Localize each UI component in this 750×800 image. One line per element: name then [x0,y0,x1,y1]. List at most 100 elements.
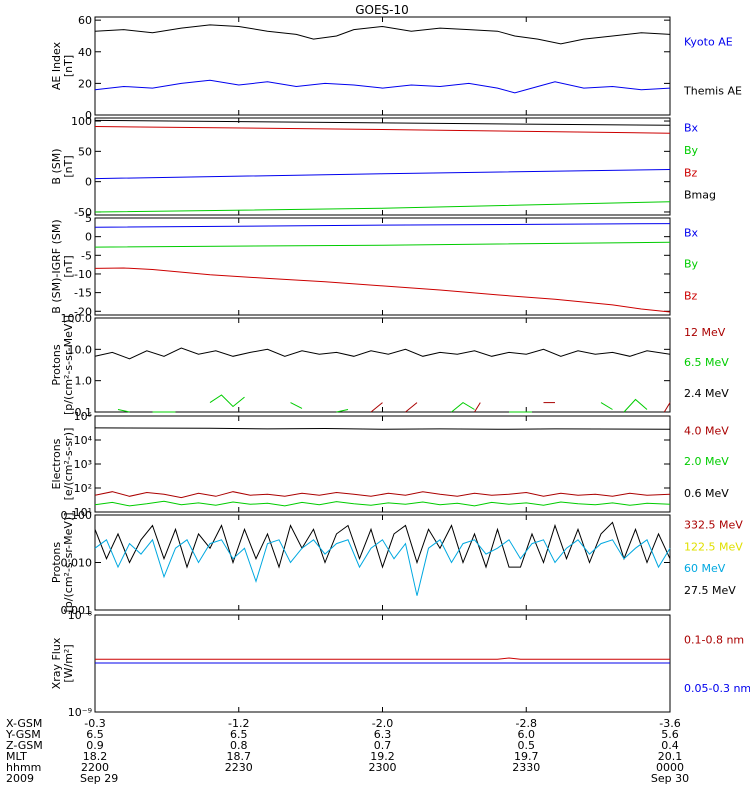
x-axis-value: 2230 [225,761,253,774]
panel-5: 10¹ 10² 10³ 10⁴ 10⁵ Electrons [e/(cm²-s-sr)] 4.… [50,410,729,519]
y-tick-label: 0 [85,109,92,122]
series-line-green [290,402,303,409]
y-tick-label: 1.0 [75,375,93,388]
y-tick-label: -50 [74,206,92,219]
y-tick-label: 50 [78,145,92,158]
series-line-green [600,402,613,410]
legend-entry: Bx [684,122,699,135]
series-line-green [94,500,671,507]
y-axis-label: AE Index [50,41,63,90]
y-tick-label: 60 [78,14,92,27]
chart-title: GOES-10 [355,3,409,17]
series-line-darkred [663,402,671,413]
x-axis-value: Sep 30 [651,772,689,785]
x-axis-value: 18.2 [83,750,108,763]
panel-frame [94,217,671,316]
y-tick-label: 10⁵ [74,410,92,423]
x-axis-value: -2.8 [516,717,537,730]
series-line-green [623,398,648,413]
y-tick-label: 20 [78,77,92,90]
y-tick-label: 0 [85,176,92,189]
legend-entry: By [684,144,699,157]
panel-2: -50 0 50 100 B (SM) [nT] Bx By Bz Bmag [50,115,716,219]
y-tick-label: 10.0 [68,343,93,356]
legend-entry: 0.6 MeV [684,487,729,500]
x-axis-value: 0.8 [230,739,248,752]
y-tick-label: 0.1 [75,406,93,419]
y-axis-label: Protons [50,542,63,583]
x-axis-value: 6.5 [86,728,104,741]
x-axis-value: -1.2 [228,717,249,730]
y-tick-label: 5 [85,212,92,225]
panel-frame [94,514,671,611]
x-axis-value: 2300 [369,761,397,774]
series-line-green [94,201,671,213]
series-line-cyan [94,538,671,596]
y-tick-label: 10⁻⁹ [68,706,92,719]
series-line-black [94,347,671,360]
series-line-green [94,241,671,248]
series-line-red [94,126,671,134]
x-axis-value: 2200 [81,761,109,774]
y-axis-label: Electrons [50,438,63,489]
legend-entry: Bx [684,227,699,240]
x-axis-value: 0.4 [661,739,679,752]
series-line-green [117,409,130,413]
x-axis-value: 0000 [656,761,684,774]
series-line-blue [94,169,671,180]
series-line-darkred [405,402,418,413]
x-axis-value: -2.0 [372,717,393,730]
series-line-black [94,24,671,45]
y-tick-label: -15 [74,287,92,300]
series-line-blue [94,223,671,228]
x-axis-value: 0.7 [374,739,392,752]
y-tick-label: 100 [71,115,92,128]
legend-entry: 6.5 MeV [684,356,729,369]
panel-4: 0.1 1.0 10.0 100.0 Protons [p/(cm²-s-sr-MeV)]… [50,312,729,419]
panel-1: 0 20 40 60 AE Index [nT] Kyoto AE Themis AE [50,14,742,122]
panel-7: 10⁻⁹ 10⁻⁸ Xray Flux [W/m²] 0.1-0.8 nm 0.05-0.… [50,609,750,719]
series-line-darkred [474,402,481,413]
series-line-green [209,394,245,408]
y-axis-label: Xray Flux [50,637,63,689]
y-tick-label: 10⁴ [74,434,93,447]
series-line-green [451,401,475,413]
x-axis-value: 6.3 [374,728,392,741]
y-tick-label: 0.010 [61,557,93,570]
y-tick-label: 10³ [74,458,92,471]
legend-entry: Kyoto AE [684,36,733,49]
x-axis-value: 19.2 [370,750,395,763]
y-axis-label: [W/m²] [62,644,75,682]
y-axis-label: B (SM)-IGRF (SM) [50,219,63,313]
legend-entry: 27.5 MeV [684,584,736,597]
y-tick-label: 10¹ [74,506,92,519]
panel-3: -20 -15 -10 -5 0 5 B (SM)-IGRF (SM) [nT] Bx By Bz [50,212,699,318]
series-line-darkred [94,491,671,499]
legend-entry: Bz [684,290,698,303]
y-axis-label: [nT] [62,55,75,77]
panel-frame [94,16,671,116]
y-tick-label: 0.100 [61,509,93,522]
y-axis-label: [p/(cm²-s-sr-MeV)] [62,513,75,613]
legend-entry: 12 MeV [684,326,726,339]
panel-frame [94,317,671,413]
y-tick-label: 10⁻⁸ [68,609,93,622]
series-line-red [94,267,671,313]
x-axis-value: -3.6 [659,717,680,730]
series-line-darkred [370,402,383,413]
y-tick-label: 100.0 [61,312,93,325]
series-line-black [94,521,671,569]
legend-entry: 60 MeV [684,562,726,575]
x-axis-row-label: X-GSM [6,717,42,730]
y-tick-label: 10² [74,482,92,495]
x-axis-value: 5.6 [661,728,679,741]
x-axis-value: 6.5 [230,728,248,741]
y-axis-label: [nT] [62,255,75,277]
legend-entry: Bz [684,166,698,179]
y-tick-label: 40 [78,46,92,59]
legend-entry: 0.05-0.3 nm [684,682,750,695]
x-axis-value: 6.0 [518,728,536,741]
series-line-blue [94,79,671,94]
legend-entry: 0.1-0.8 nm [684,633,744,646]
